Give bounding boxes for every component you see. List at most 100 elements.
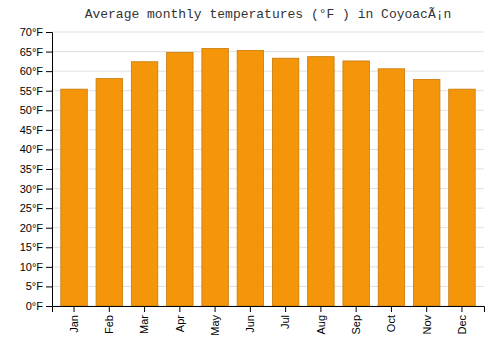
tick-label: Nov (421, 315, 433, 335)
tick-mark (144, 306, 145, 312)
tick-label: 5°F (26, 280, 44, 292)
plot: 0°F 5°F 10°F 15°F 20°F 25°F 30°F 35°F 40°F 45°F 50… (20, 26, 485, 336)
bar (237, 50, 263, 306)
tick-mark (179, 306, 180, 312)
tick: Feb (103, 306, 115, 334)
tick: 25°F (20, 202, 52, 214)
tick: Dec (456, 306, 468, 335)
tick: May (209, 306, 221, 336)
tick-label: May (209, 315, 221, 336)
tick: 40°F (20, 143, 52, 155)
tick: Mar (138, 306, 150, 334)
tick-mark (46, 228, 52, 229)
chart: 0°F 5°F 10°F 15°F 20°F 25°F 30°F 35°F 40°F 45°F 50… (0, 0, 500, 350)
tick-mark (46, 208, 52, 209)
bar (308, 57, 334, 306)
tick: Apr (174, 306, 186, 332)
tick-label: 0°F (26, 300, 44, 312)
tick: 55°F (20, 85, 52, 97)
tick-label: 60°F (20, 65, 44, 77)
grid (52, 32, 484, 306)
tick-label: 50°F (20, 104, 44, 116)
tick: Jul (279, 306, 291, 329)
tick: 65°F (20, 46, 52, 58)
tick: 30°F (20, 183, 52, 195)
bar (343, 61, 369, 306)
bar (449, 89, 475, 306)
y-axis: 0°F 5°F 10°F 15°F 20°F 25°F 30°F 35°F 40°F 45°F 50… (20, 26, 53, 312)
tick-mark (356, 306, 357, 312)
title: Average monthly temperatures (°F ) in Co… (85, 7, 452, 22)
tick-mark (46, 247, 52, 248)
tick-mark (46, 169, 52, 170)
tick: Nov (421, 306, 433, 335)
tick-mark (46, 71, 52, 72)
axis-domain (53, 307, 485, 313)
tick-label: Mar (138, 315, 150, 334)
grid-line (52, 51, 484, 52)
tick: 5°F (26, 280, 52, 292)
tick: 60°F (20, 65, 52, 77)
tick-mark (46, 267, 52, 268)
tick-label: 30°F (20, 183, 44, 195)
tick-label: 20°F (20, 222, 44, 234)
tick-label: 35°F (20, 163, 44, 175)
tick-label: 10°F (20, 261, 44, 273)
bar (202, 48, 228, 306)
tick-mark (285, 306, 286, 312)
axis-domain (46, 33, 53, 307)
tick-label: Dec (456, 315, 468, 335)
tick-mark (74, 306, 75, 312)
bars (61, 48, 475, 306)
tick-mark (46, 306, 52, 307)
tick-label: 65°F (20, 46, 44, 58)
tick: Aug (315, 306, 327, 335)
page: {"chart_data": {"type": "bar", "title": … (0, 0, 500, 350)
bar (272, 58, 298, 306)
tick-label: Jan (68, 315, 80, 333)
tick-label: Sep (350, 315, 362, 335)
tick-mark (46, 32, 52, 33)
bar (96, 79, 122, 306)
bar (167, 52, 193, 306)
tick-mark (46, 149, 52, 150)
tick-label: Apr (174, 315, 186, 332)
tick-label: Feb (103, 315, 115, 334)
tick-label: Aug (315, 315, 327, 335)
grid-line (52, 32, 484, 33)
tick: Sep (350, 306, 362, 335)
tick: 45°F (20, 124, 52, 136)
tick-label: Jul (279, 315, 291, 329)
tick: 10°F (20, 261, 52, 273)
tick-mark (426, 306, 427, 312)
tick: Oct (385, 306, 397, 332)
tick-label: 40°F (20, 143, 44, 155)
tick: Jun (244, 306, 256, 333)
tick-label: Jun (244, 315, 256, 333)
tick-mark (46, 189, 52, 190)
tick: 50°F (20, 104, 52, 116)
bar (131, 62, 157, 306)
tick-mark (46, 110, 52, 111)
tick-label: 70°F (20, 26, 44, 38)
bar (378, 69, 404, 306)
tick: 20°F (20, 222, 52, 234)
tick-label: Oct (385, 315, 397, 332)
x-axis: Jan Feb Mar Apr May Jun Jul Aug Sep Oct Nov Dec (53, 306, 485, 336)
tick-mark (46, 130, 52, 131)
tick-mark (461, 306, 462, 312)
bar (413, 79, 439, 306)
tick: 70°F (20, 26, 52, 38)
tick: 0°F (26, 300, 52, 312)
tick-mark (215, 306, 216, 312)
bar (61, 89, 87, 306)
tick-label: 45°F (20, 124, 44, 136)
tick: 35°F (20, 163, 52, 175)
tick-label: 15°F (20, 241, 44, 253)
tick-label: 55°F (20, 85, 44, 97)
tick-mark (109, 306, 110, 312)
tick-mark (320, 306, 321, 312)
tick-mark (46, 91, 52, 92)
tick-mark (46, 286, 52, 287)
tick-mark (391, 306, 392, 312)
